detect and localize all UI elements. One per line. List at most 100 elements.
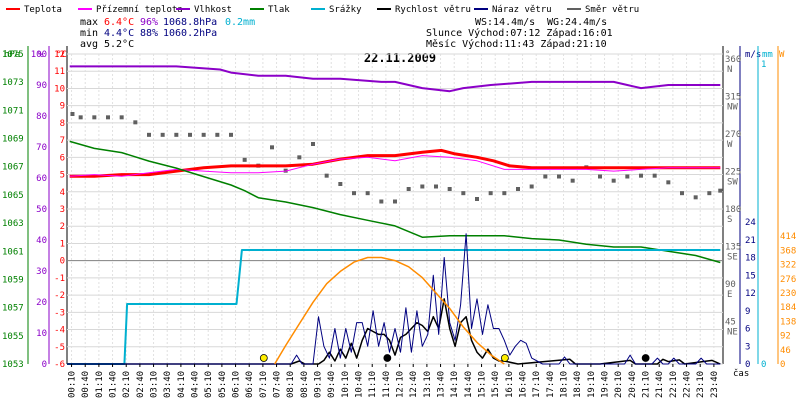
pressure-tick-label: 1075 [2, 50, 24, 60]
pressure-tick-label: 1073 [2, 78, 24, 88]
wind-direction-point [365, 191, 370, 196]
solar-tick-label: 46 [780, 346, 791, 356]
legend-label-6: Náraz větru [492, 5, 552, 15]
stat-max-label: max [80, 17, 98, 28]
wind-speed-tick-label: 15 [745, 271, 756, 281]
wind-direction-point [147, 132, 151, 137]
x-tick-label: 14:40 [464, 371, 474, 398]
temp-tick-label: 9 [60, 102, 65, 112]
wind-direction-point [680, 191, 684, 196]
x-tick-label: 06:10 [232, 371, 242, 398]
humidity-tick-label: 100 [31, 50, 47, 60]
x-tick-label: 03:40 [163, 371, 173, 398]
x-axis-ticks: 00:10 00:40 01:10 01:40 02:10 02:40 03:10 03:40… [68, 364, 720, 398]
legend-label-3: Tlak [268, 5, 290, 15]
series [67, 65, 723, 365]
wind-dir-tick-label: 360 [725, 55, 741, 65]
axes: 1053105510571059106110631065106710691071… [2, 46, 796, 370]
wind-direction-point [434, 184, 438, 189]
legend-label-2: Vlhkost [194, 5, 232, 15]
solar-radiation-line [274, 256, 505, 365]
wind-direction-point [420, 184, 425, 189]
temp-tick-label: 5 [60, 171, 65, 181]
wind-direction-point [133, 120, 138, 125]
moonset-marker [641, 354, 650, 362]
x-tick-label: 17:40 [546, 371, 556, 398]
x-tick-label: 07:40 [273, 371, 283, 398]
x-tick-label: 05:10 [204, 371, 214, 398]
unit-w: W [779, 50, 785, 60]
x-tick-label: 05:40 [218, 371, 228, 398]
wind-dir-compass-label: W [727, 140, 733, 150]
wind-direction-point [174, 132, 179, 137]
wind-direction-point [447, 187, 452, 191]
stat-max-temp: 6.4°C [104, 17, 134, 28]
wind-speed-tick-label: 21 [745, 236, 756, 246]
temp-tick-label: 10 [54, 84, 65, 94]
humidity-tick-label: 40 [36, 236, 47, 246]
wind-direction-point [625, 174, 630, 179]
wind-direction-point [516, 187, 520, 191]
sun-times: Slunce Východ:07:12 Západ:16:01 [426, 27, 613, 39]
wind-direction-point [106, 115, 110, 120]
rain-tick-label: 0 [761, 360, 766, 370]
solar-tick-label: 184 [780, 303, 796, 313]
temp-tick-label: -4 [54, 326, 65, 336]
x-tick-label: 18:10 [560, 371, 570, 398]
x-tick-label: 22:10 [669, 371, 679, 398]
max-wind-gust: WG:24.4m/s [547, 17, 607, 28]
series-naraz-vetru [67, 233, 721, 365]
pressure-tick-label: 1055 [2, 332, 24, 342]
legend-label-4: Srážky [329, 5, 362, 15]
temp-tick-label: -6 [54, 360, 65, 370]
x-tick-label: 23:40 [710, 371, 720, 398]
x-tick-label: 23:10 [696, 371, 706, 398]
series-teplota [69, 148, 721, 178]
x-tick-label: 16:40 [519, 371, 529, 398]
x-tick-label: 18:40 [573, 371, 583, 398]
wind-direction-point [311, 142, 315, 146]
humidity-tick-label: 0 [42, 360, 47, 370]
temp-tick-label: 12 [54, 50, 65, 60]
stat-max-hum: 96% [140, 17, 158, 28]
unit-pct: % [38, 50, 44, 60]
wind-direction-point [229, 132, 233, 137]
wind-direction-point [718, 188, 723, 193]
wind-dir-compass-label: NE [727, 328, 738, 338]
legend-label-5: Rychlost větru [395, 5, 471, 15]
max-wind-speed: WS:14.4m/s [475, 17, 535, 28]
x-tick-label: 10:40 [355, 371, 365, 398]
stats-block: max 6.4°C 96% 1068.8hPa 0.2mm min 4.4°C … [80, 17, 255, 50]
x-tick-label: 13:40 [437, 371, 447, 398]
x-tick-label: 21:40 [655, 371, 665, 398]
stat-max-rain: 0.2mm [225, 17, 255, 28]
wind-dir-compass-label: N [727, 65, 732, 75]
wind-direction-point [352, 191, 356, 196]
temp-tick-label: 1 [60, 239, 65, 249]
x-tick-label: 06:40 [245, 371, 255, 398]
pressure-tick-label: 1071 [2, 106, 24, 116]
temp-tick-label: 0 [60, 257, 65, 267]
x-tick-label: 00:10 [68, 371, 78, 398]
x-tick-label: 20:40 [628, 371, 638, 398]
wind-direction-point [502, 191, 507, 196]
solar-tick-label: 230 [780, 289, 796, 299]
wind-dir-tick-label: 315 [725, 93, 741, 103]
x-tick-label: 20:10 [614, 371, 624, 398]
wind-direction-point [324, 173, 329, 178]
humidity-tick-label: 90 [36, 81, 47, 91]
x-tick-label: 17:10 [532, 371, 542, 398]
wind-speed-tick-label: 6 [745, 325, 750, 335]
stat-min-hum: 88% [140, 28, 158, 39]
x-tick-label: 04:10 [177, 371, 187, 398]
x-tick-label: 10:10 [341, 371, 351, 398]
x-tick-label: 01:40 [109, 371, 119, 398]
humidity-tick-label: 20 [36, 298, 47, 308]
temp-tick-label: -3 [54, 308, 65, 318]
wind-dir-tick-label: 180 [725, 205, 741, 215]
x-tick-label: 09:40 [327, 371, 337, 398]
pressure-tick-label: 1057 [2, 304, 24, 314]
axis-unit-labels: hPa % °C ° m/s mm W čas [4, 50, 785, 379]
wind-direction-point [652, 173, 657, 178]
wind-direction-point [188, 132, 192, 137]
